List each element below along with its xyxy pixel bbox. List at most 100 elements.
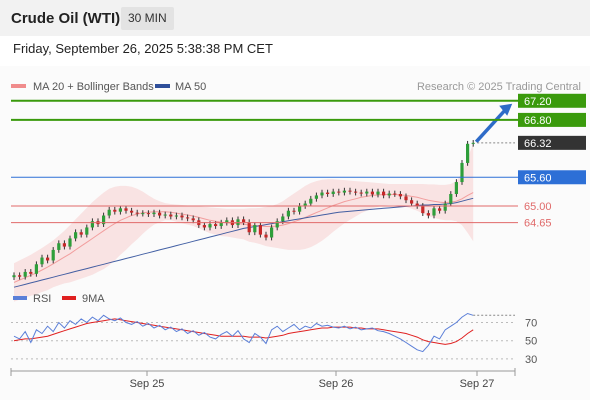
candle-body	[404, 196, 408, 201]
legend-label-ma50: MA 50	[175, 81, 206, 93]
legend-label-rsi: RSI	[33, 293, 51, 305]
candle-body	[169, 214, 173, 217]
interval-selector[interactable]: 30 MIN	[121, 7, 174, 30]
legend-rsi: RSI 9MA	[13, 293, 105, 305]
candle-body	[454, 182, 458, 194]
level-tag-label-current: 66.32	[524, 138, 552, 150]
rsi-line	[13, 312, 474, 353]
candle-body	[90, 221, 94, 228]
candle-body	[382, 191, 386, 196]
candle-body	[46, 257, 50, 261]
rsi-tick-label: 70	[525, 318, 537, 330]
candle-body	[326, 192, 330, 194]
timestamp: Friday, September 26, 2025 5:38:38 PM CE…	[13, 41, 273, 56]
rsi-plot: 70 50 30	[11, 312, 537, 366]
candle-body	[18, 275, 22, 277]
ma50-line	[13, 197, 474, 288]
time-tick-label: Sep 25	[130, 378, 165, 390]
candle-body	[264, 234, 268, 238]
candle-body	[365, 191, 369, 194]
level-tag-resistance	[518, 93, 586, 108]
candle-body	[214, 224, 218, 227]
candle-body	[51, 249, 55, 261]
candle-body	[298, 205, 302, 212]
candle-body	[466, 143, 470, 163]
legend-swatch-ma50	[155, 84, 170, 88]
candle-body	[186, 217, 190, 219]
candle-body	[281, 216, 285, 222]
legend-label-bollinger: MA 20 + Bollinger Bands	[33, 81, 154, 93]
candle-body	[421, 205, 425, 214]
candle-body	[219, 222, 223, 227]
rsi-ma-line	[13, 318, 474, 345]
candle-body	[113, 209, 117, 212]
time-axis: Sep 25 Sep 26 Sep 27	[10, 368, 516, 390]
candle-body	[309, 198, 313, 204]
candle-body	[354, 191, 358, 193]
candle-body	[242, 219, 246, 223]
candle-body	[118, 208, 122, 212]
level-tag-label-resistance: 66.80	[524, 115, 552, 127]
instrument-title: Crude Oil (WTI)	[11, 10, 121, 27]
candle-body	[202, 225, 206, 228]
level-tag-current	[518, 135, 586, 150]
level-tag-label-pivot: 65.60	[524, 172, 552, 184]
candle-body	[471, 142, 475, 144]
candle-body	[34, 264, 38, 274]
rsi-tick-label: 50	[525, 336, 537, 348]
candle-body	[286, 210, 290, 217]
candle-body	[124, 208, 128, 211]
candle-body	[191, 218, 195, 221]
level-tag-label-resistance: 67.20	[524, 96, 552, 108]
copyright-text: Research © 2025 Trading Central	[417, 81, 581, 93]
candle-body	[398, 194, 402, 197]
candle-body	[180, 215, 184, 218]
header-bar: Crude Oil (WTI) 30 MIN	[0, 0, 590, 36]
legend-label-rsi-ma: 9MA	[82, 293, 105, 305]
legend-price: MA 20 + Bollinger Bands MA 50	[11, 81, 206, 93]
candle-body	[426, 213, 430, 216]
candle-body	[415, 203, 419, 206]
candle-body	[432, 208, 436, 216]
candle-body	[303, 203, 307, 206]
level-tag-resistance	[518, 112, 586, 127]
candle-body	[163, 214, 167, 216]
candle-body	[320, 192, 324, 196]
time-tick-label: Sep 27	[460, 378, 495, 390]
candle-body	[141, 213, 145, 215]
candle-body	[410, 200, 414, 204]
chart-panel-background	[0, 66, 590, 400]
candle-body	[253, 225, 257, 233]
candle-body	[74, 232, 78, 239]
candle-body	[460, 162, 464, 183]
level-label-support: 64.65	[524, 218, 552, 230]
candle-body	[57, 243, 61, 250]
candle-body	[12, 275, 16, 278]
candle-body	[247, 222, 251, 233]
candle-body	[331, 191, 335, 194]
candle-body	[258, 225, 262, 235]
candle-body	[107, 209, 111, 216]
candle-body	[135, 212, 139, 214]
candle-body	[68, 238, 72, 247]
candle-body	[208, 224, 212, 228]
candle-body	[314, 195, 318, 199]
candle-body	[62, 243, 66, 247]
candle-body	[225, 220, 229, 223]
candle-body	[393, 193, 397, 195]
legend-swatch-rsi	[13, 296, 27, 300]
candle-body	[130, 210, 134, 213]
candle-body	[85, 227, 89, 235]
candle-body	[23, 271, 27, 277]
candle-body	[342, 190, 346, 193]
candle-body	[158, 212, 162, 216]
candle-body	[146, 213, 150, 215]
candle-body	[348, 190, 352, 192]
candle-body	[359, 192, 363, 194]
candle-body	[79, 232, 83, 235]
level-lines: 67.20 66.80 66.32 65.60 65.00 64.65	[11, 93, 586, 230]
time-tick-label: Sep 26	[319, 378, 354, 390]
candle-body	[370, 191, 374, 195]
legend-swatch-bollinger	[11, 84, 26, 88]
level-label-support: 65.00	[524, 201, 552, 213]
